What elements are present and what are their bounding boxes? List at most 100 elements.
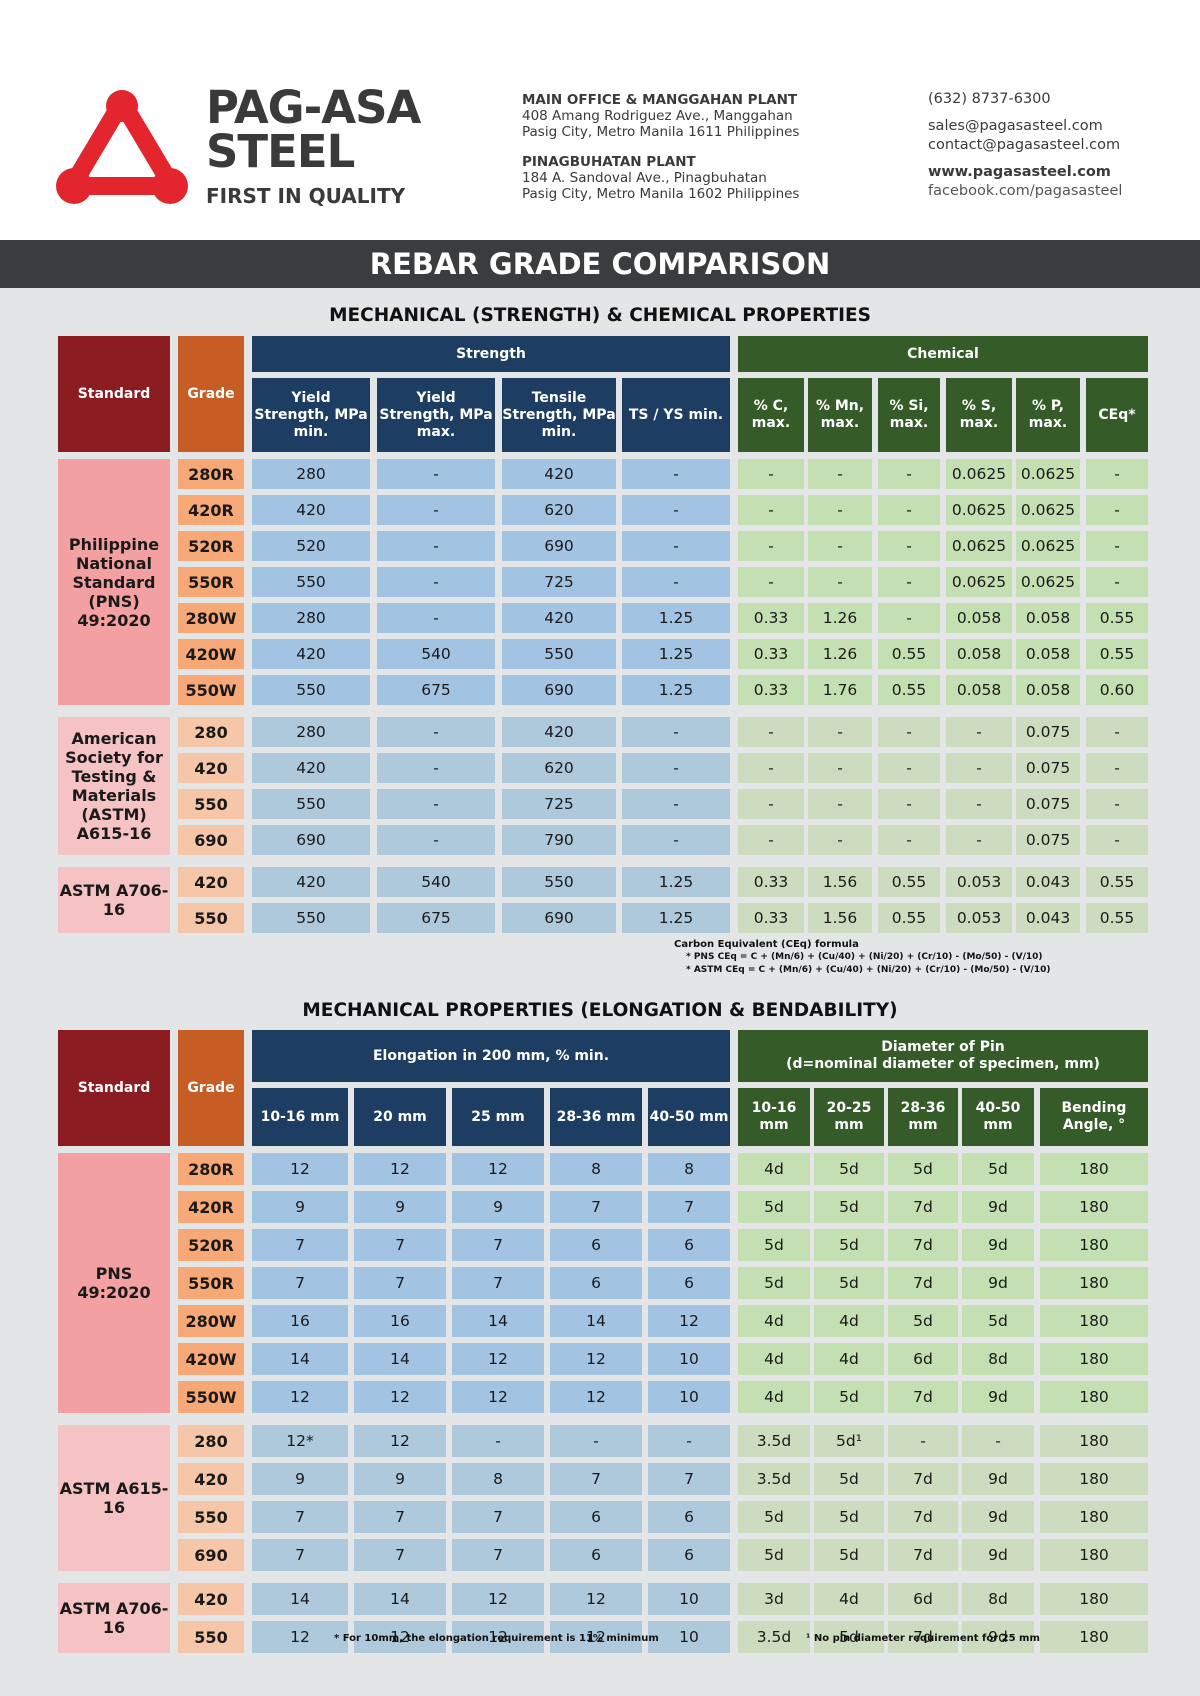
value-cell: - [738,825,804,855]
office-addresses: MAIN OFFICE & MANGGAHAN PLANT 408 Amang … [522,92,912,202]
value-cell: 12 [550,1381,642,1413]
value-cell: 12 [354,1153,446,1185]
value-cell: 0.058 [946,675,1012,705]
column-header: 10-16 mm [738,1088,810,1146]
value-cell: - [622,753,730,783]
grade-cell: 280R [178,1153,244,1185]
column-header: % P, max. [1016,378,1080,452]
column-header: Bending Angle, ° [1040,1088,1148,1146]
value-cell: - [946,825,1012,855]
value-cell: - [377,825,495,855]
value-cell: 0.075 [1016,753,1080,783]
website-link[interactable]: www.pagasasteel.com [928,164,1111,180]
value-cell: 0.55 [878,675,940,705]
value-cell: 7 [452,1229,544,1261]
value-cell: 7 [648,1191,730,1223]
value-cell: - [738,789,804,819]
standard-cell: ASTM A706-16 [58,1583,170,1653]
phone-number: (632) 8737-6300 [928,91,1051,107]
value-cell: 550 [252,675,370,705]
value-cell: 420 [502,603,616,633]
value-cell: 6 [550,1267,642,1299]
value-cell: 0.058 [1016,603,1080,633]
value-cell: 6 [550,1229,642,1261]
column-header: Yield Strength, MPa min. [252,378,370,452]
value-cell: 7d [888,1267,958,1299]
value-cell: 1.56 [808,867,872,897]
ceq-note-pns: * PNS CEq = C + (Mn/6) + (Cu/40) + (Ni/2… [686,952,1043,962]
grade-cell: 550W [178,1381,244,1413]
value-cell: 9d [962,1267,1034,1299]
grade-cell: 420 [178,1463,244,1495]
value-cell: - [377,789,495,819]
grade-cell: 520R [178,1229,244,1261]
value-cell: 0.0625 [946,459,1012,489]
value-cell: 550 [252,789,370,819]
triangle-logo-icon [56,90,188,204]
value-cell: - [962,1425,1034,1457]
value-cell: 7d [888,1621,958,1653]
value-cell: 8d [962,1343,1034,1375]
value-cell: 0.0625 [1016,495,1080,525]
value-cell: 3.5d [738,1463,810,1495]
value-cell: 5d [962,1305,1034,1337]
value-cell: - [808,753,872,783]
value-cell: 16 [354,1305,446,1337]
value-cell: 0.55 [1086,903,1148,933]
value-cell: 14 [550,1305,642,1337]
value-cell: - [648,1425,730,1457]
value-cell: - [1086,753,1148,783]
value-cell: 0.55 [1086,867,1148,897]
value-cell: 9d [962,1539,1034,1571]
column-header: TS / YS min. [622,378,730,452]
blue-group-header: Strength [252,336,730,372]
value-cell: 4d [814,1305,884,1337]
standard-cell: ASTM A706-16 [58,867,170,933]
value-cell: - [1086,825,1148,855]
value-cell: 180 [1040,1583,1148,1615]
value-cell: - [550,1425,642,1457]
value-cell: 8 [550,1153,642,1185]
value-cell: 1.25 [622,639,730,669]
value-cell: - [1086,495,1148,525]
value-cell: 3.5d [738,1621,810,1653]
sales-email[interactable]: sales@pagasasteel.com [928,118,1103,134]
value-cell: 1.26 [808,639,872,669]
grade-cell: 420 [178,867,244,897]
value-cell: 3d [738,1583,810,1615]
value-cell: 5d [814,1621,884,1653]
value-cell: 6 [550,1539,642,1571]
value-cell: 7 [354,1267,446,1299]
value-cell: 0.058 [1016,675,1080,705]
value-cell: 5d [814,1381,884,1413]
grade-cell: 280R [178,459,244,489]
value-cell: 9d [962,1381,1034,1413]
value-cell: 9 [252,1463,348,1495]
value-cell: 550 [252,903,370,933]
value-cell: - [377,459,495,489]
value-cell: 5d [814,1229,884,1261]
value-cell: - [1086,717,1148,747]
column-header: 20 mm [354,1088,446,1146]
brand-name-line1: PAG-ASA [206,81,421,134]
value-cell: 7 [452,1539,544,1571]
value-cell: 7 [252,1267,348,1299]
value-cell: 1.25 [622,675,730,705]
value-cell: - [622,495,730,525]
contact-email[interactable]: contact@pagasasteel.com [928,137,1121,153]
value-cell: 180 [1040,1425,1148,1457]
value-cell: 5d [888,1305,958,1337]
green-group-header: Chemical [738,336,1148,372]
value-cell: 5d [738,1539,810,1571]
value-cell: 7 [550,1191,642,1223]
column-header: % S, max. [946,378,1012,452]
value-cell: 5d [738,1267,810,1299]
value-cell: 0.053 [946,903,1012,933]
value-cell: 7d [888,1229,958,1261]
value-cell: 0.55 [878,639,940,669]
value-cell: 180 [1040,1267,1148,1299]
facebook-link[interactable]: facebook.com/pagasasteel [928,183,1123,199]
value-cell: 9d [962,1191,1034,1223]
value-cell: 0.0625 [1016,567,1080,597]
value-cell: - [622,531,730,561]
